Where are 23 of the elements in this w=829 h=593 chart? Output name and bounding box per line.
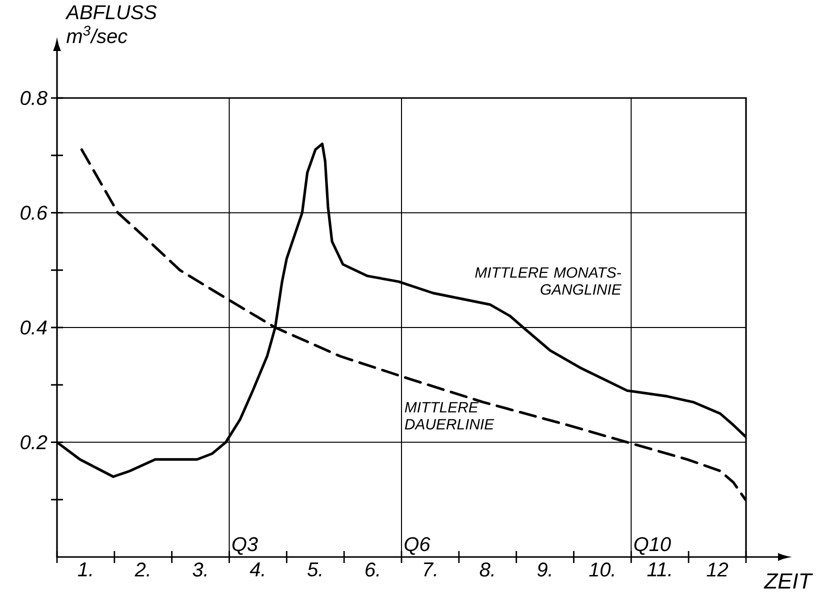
series-label: MITTLERE DAUERLINIE — [404, 402, 494, 430]
x-tick-label: 12 — [706, 562, 728, 576]
x-tick-label: 5. — [308, 562, 322, 576]
y-tick-label: 0.2 — [20, 435, 48, 450]
x-tick-label: 2. — [134, 562, 149, 576]
y-tick-label: 0.8 — [20, 90, 48, 106]
x-tick-label: 6. — [366, 562, 379, 577]
x-axis-title: ZEIT — [764, 573, 813, 589]
series-label: MITTLERE MONATS-GANGLINIE — [475, 267, 622, 295]
x-tick-label: 3. — [192, 562, 206, 577]
x-tick-label: 8. — [480, 562, 494, 577]
ref-line-label: Q3 — [232, 537, 258, 555]
x-tick-label: 1. — [78, 562, 92, 576]
ref-line-label: Q6 — [404, 537, 430, 555]
x-tick-label: 9. — [537, 562, 551, 577]
y-axis-title: ABFLUSS m$^{3}$/sec — [65, 5, 157, 44]
ref-line-label: Q10 — [634, 537, 671, 555]
y-tick-label: 0.4 — [20, 320, 47, 335]
x-tick-label: 7. — [424, 562, 436, 576]
x-tick-label: 4. — [250, 562, 264, 576]
y-tick-label: 0.6 — [20, 206, 48, 220]
x-tick-label: 10. — [589, 562, 614, 577]
x-tick-label: 11. — [647, 562, 671, 576]
